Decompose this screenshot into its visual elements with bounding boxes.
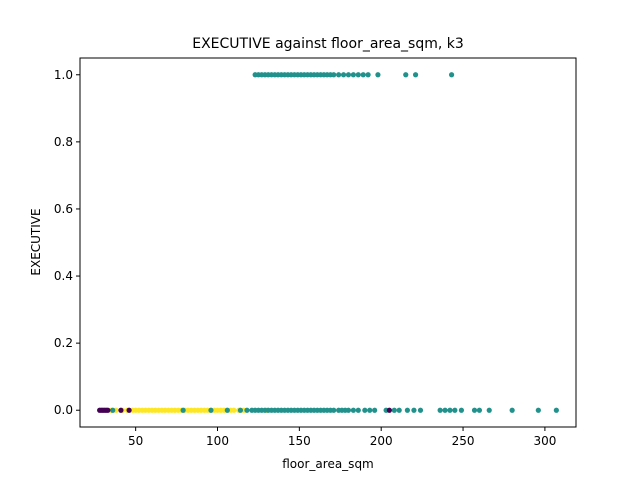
data-point <box>486 407 492 413</box>
data-point <box>417 407 424 413</box>
data-point <box>345 72 352 78</box>
data-point <box>471 407 478 413</box>
y-tick-label: 0.4 <box>54 269 73 283</box>
y-tick-label: 0.6 <box>54 202 73 216</box>
data-point <box>362 407 368 413</box>
data-point <box>442 407 448 413</box>
data-point <box>452 407 458 413</box>
data-point <box>375 72 381 78</box>
data-point <box>105 407 111 413</box>
axes-frame <box>79 57 577 428</box>
data-point <box>396 407 402 413</box>
points-layer <box>97 72 559 413</box>
data-point <box>476 407 483 413</box>
y-tick-label: 1.0 <box>54 68 73 82</box>
data-point <box>367 407 373 413</box>
data-point <box>412 72 419 78</box>
data-point <box>509 407 515 413</box>
data-point <box>350 407 356 413</box>
data-point <box>237 407 244 413</box>
data-point <box>355 72 361 78</box>
data-point <box>553 407 559 413</box>
x-axis-ticks: 50 100 150 200 250 300 <box>128 427 556 448</box>
data-point <box>244 407 250 413</box>
x-axis-label: floor_area_sqm <box>282 457 374 471</box>
data-point <box>391 407 397 413</box>
y-tick-label: 0.0 <box>54 403 73 417</box>
x-tick-label: 50 <box>128 434 143 448</box>
data-point <box>535 407 541 413</box>
data-point <box>386 407 392 413</box>
data-point <box>458 407 465 413</box>
data-point <box>403 72 409 78</box>
y-axis-ticks: 0.0 0.2 0.4 0.6 0.8 1.0 <box>54 68 80 417</box>
data-point <box>447 407 453 413</box>
data-point <box>118 407 124 413</box>
data-point <box>126 407 132 413</box>
x-tick-label: 300 <box>533 434 556 448</box>
data-point <box>336 72 342 78</box>
chart-title: EXECUTIVE against floor_area_sqm, k3 <box>192 36 464 52</box>
x-tick-label: 250 <box>452 434 475 448</box>
data-point <box>411 407 417 413</box>
data-point <box>345 407 352 413</box>
data-point <box>180 407 186 413</box>
data-point <box>448 72 455 78</box>
x-tick-label: 100 <box>206 434 229 448</box>
data-point <box>331 407 337 413</box>
data-point <box>360 72 366 78</box>
x-tick-label: 150 <box>288 434 311 448</box>
data-point <box>365 72 371 78</box>
data-point <box>331 72 337 78</box>
y-axis-label: EXECUTIVE <box>29 208 43 275</box>
x-tick-label: 200 <box>370 434 393 448</box>
data-point <box>372 407 378 413</box>
data-point <box>340 72 347 78</box>
data-point <box>355 407 361 413</box>
y-tick-label: 0.2 <box>54 336 73 350</box>
y-tick-label: 0.8 <box>54 135 73 149</box>
data-point <box>404 407 410 413</box>
data-point <box>231 407 237 413</box>
data-point <box>110 407 116 413</box>
data-point <box>208 407 214 413</box>
data-point <box>437 407 443 413</box>
data-point <box>350 72 356 78</box>
data-point <box>224 407 230 413</box>
